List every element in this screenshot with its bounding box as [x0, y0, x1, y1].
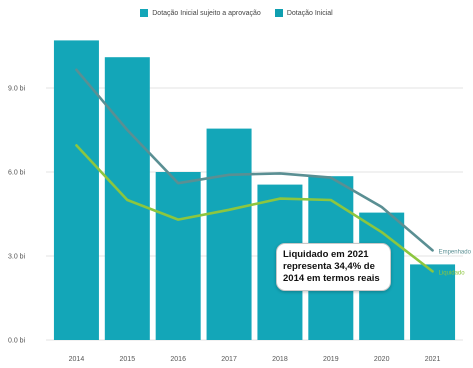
bar — [206, 128, 252, 340]
x-tick-label: 2015 — [120, 356, 136, 363]
x-tick-label: 2018 — [272, 356, 288, 363]
x-tick-label: 2016 — [170, 356, 186, 363]
y-tick-label: 3.0 bi — [8, 254, 26, 261]
legend-swatch-inicial — [274, 9, 283, 17]
x-tick-label: 2014 — [69, 356, 85, 363]
legend-item-inicial[interactable]: Dotação Inicial — [274, 9, 333, 17]
legend-label-sujeito: Dotação Inicial sujeito a aprovação — [152, 9, 261, 17]
series-end-label: Empenhado — [439, 249, 472, 255]
x-tick-label: 2019 — [323, 356, 339, 363]
bar — [410, 264, 456, 340]
series-line — [75, 68, 434, 252]
legend-swatch-sujeito — [140, 9, 149, 17]
bar — [155, 172, 201, 340]
legend-item-sujeito[interactable]: Dotação Inicial sujeito a aprovação — [140, 9, 261, 17]
x-tick-label: 2017 — [221, 356, 237, 363]
legend: Dotação Inicial sujeito a aprovação Dota… — [0, 9, 473, 17]
y-tick-label: 9.0 bi — [8, 86, 26, 93]
annotation-callout: Liquidado em 2021 representa 34,4% de 20… — [276, 243, 391, 291]
y-tick-label: 0.0 bi — [8, 338, 26, 345]
y-tick-label: 6.0 bi — [8, 170, 26, 177]
bar — [53, 40, 99, 341]
x-tick-label: 2020 — [374, 356, 390, 363]
x-tick-label: 2021 — [425, 356, 441, 363]
legend-label-inicial: Dotação Inicial — [286, 9, 333, 17]
series-end-label: Liquidado — [439, 270, 466, 276]
series-line — [75, 144, 434, 273]
